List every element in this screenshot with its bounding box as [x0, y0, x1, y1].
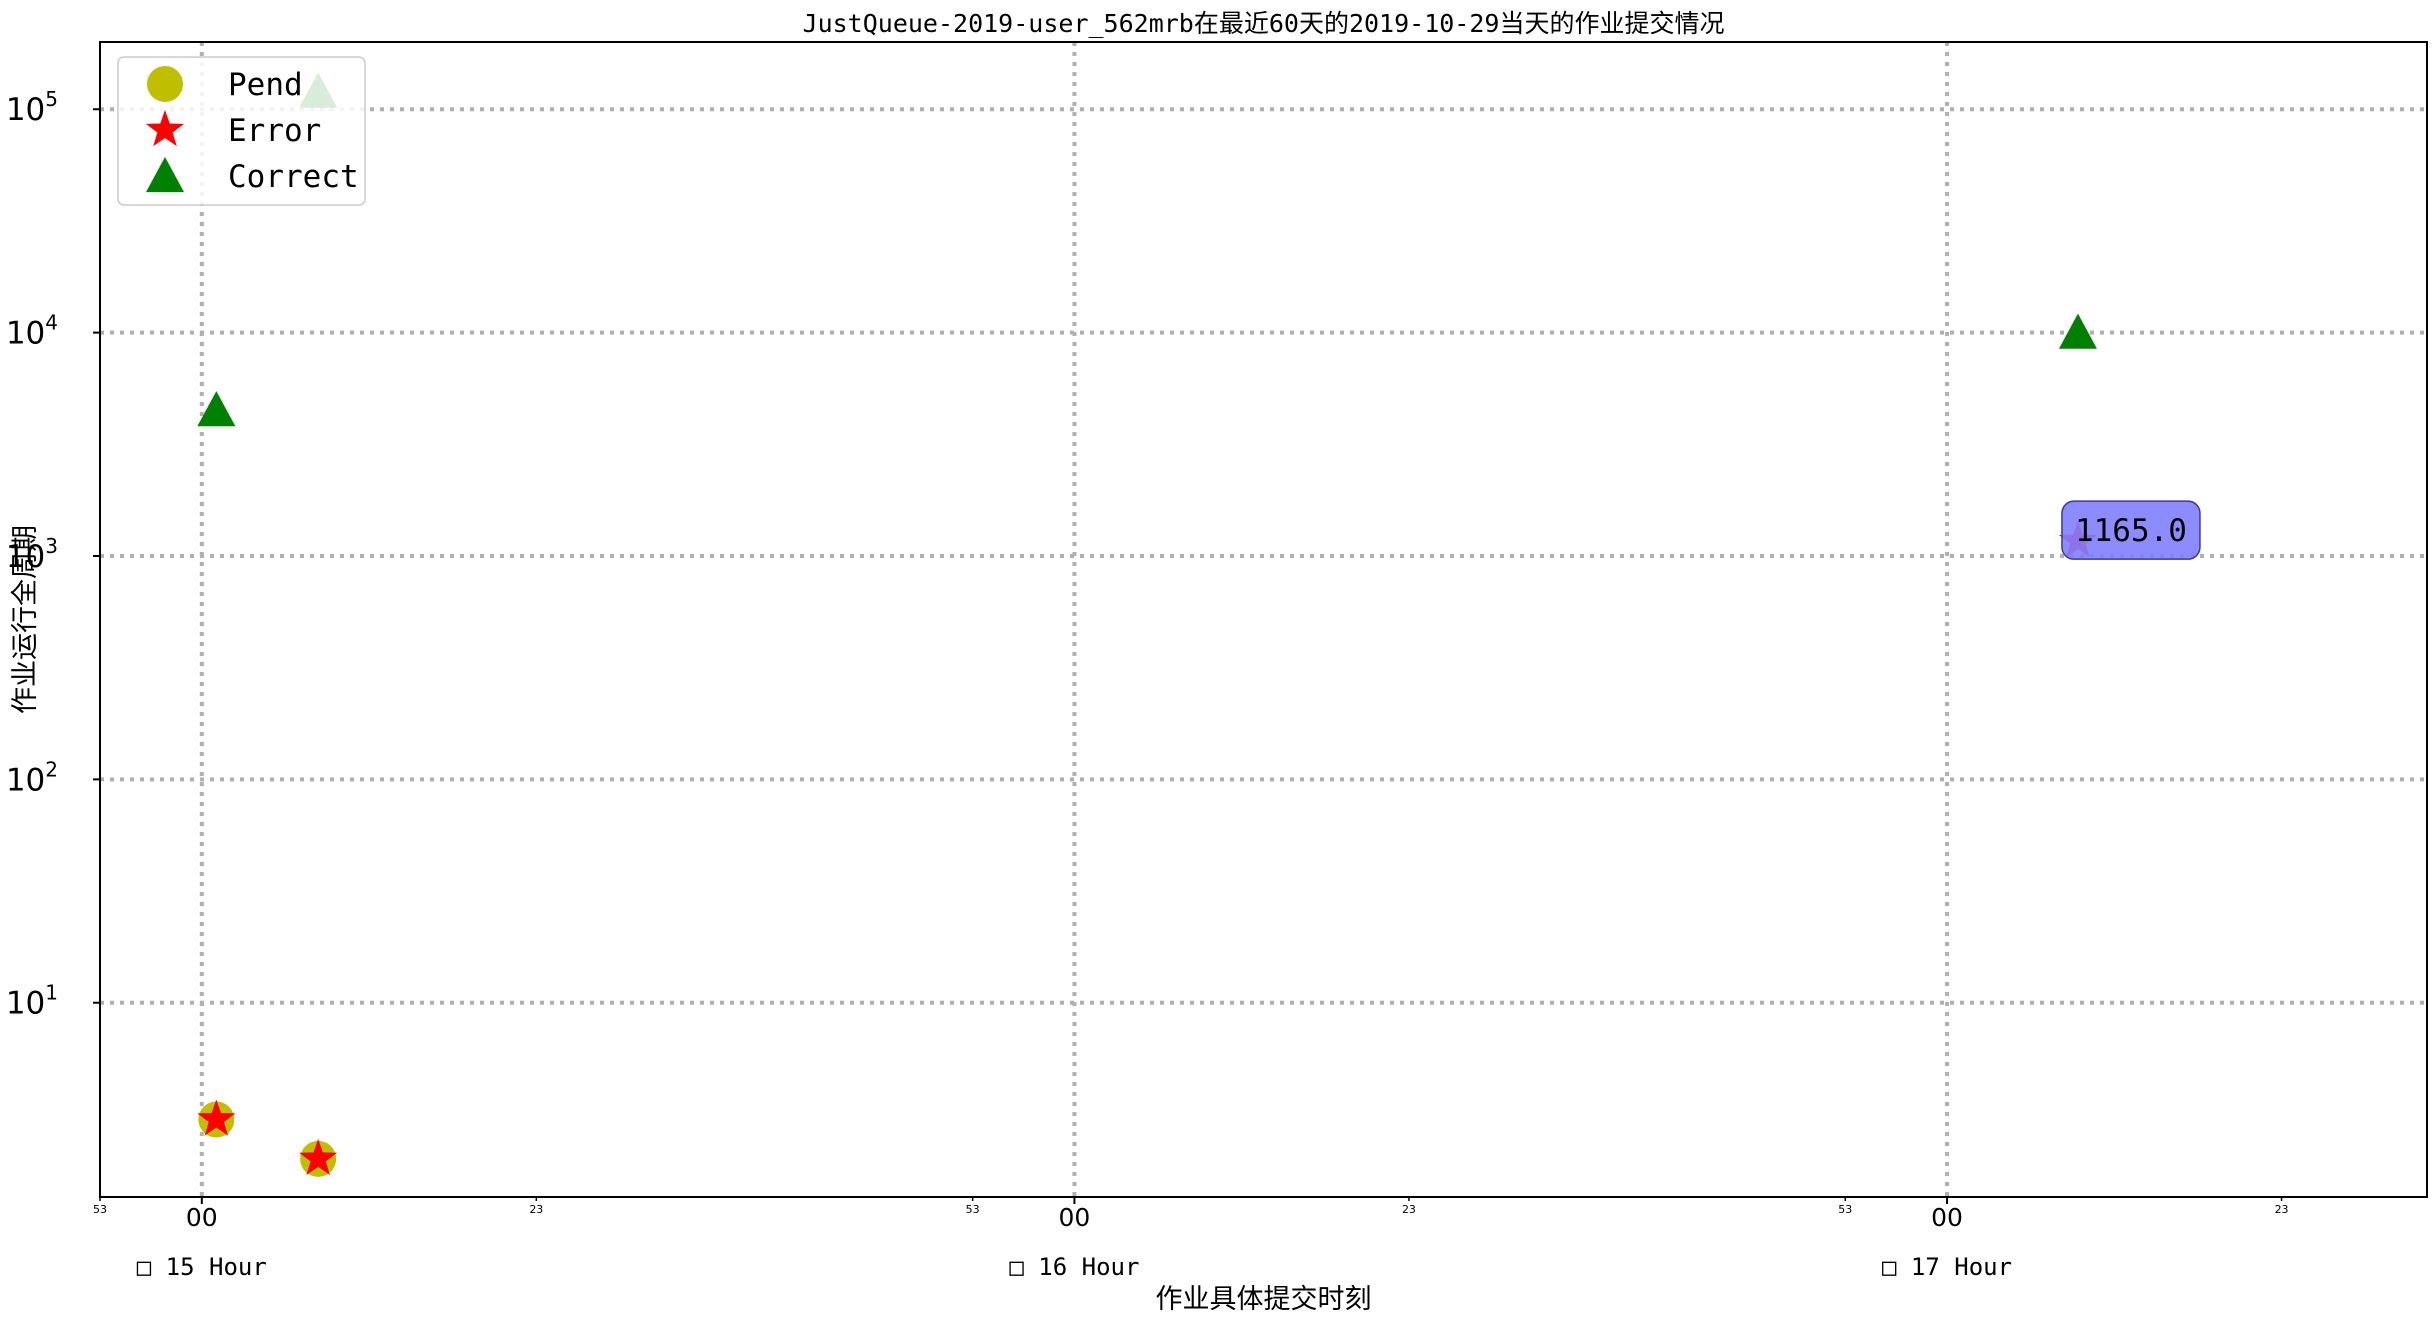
x-hour-label: □ 15 Hour: [137, 1253, 267, 1281]
x-axis-label: 作业具体提交时刻: [1156, 1284, 1372, 1315]
annotation-box: [2061, 500, 2201, 560]
y-axis-label: 作业运行全周期: [10, 525, 41, 714]
x-minor-tick-label: 23: [2275, 1203, 2289, 1216]
data-marks: 1165.0: [197, 72, 2201, 1177]
x-hour-label: □ 16 Hour: [1009, 1253, 1139, 1281]
y-tick-label: 104: [6, 311, 58, 352]
legend-correct-marker: [146, 157, 184, 193]
y-tick-label: 105: [6, 87, 58, 128]
x-major-tick-label: 00: [1059, 1203, 1091, 1232]
legend-error-marker: [145, 110, 185, 147]
x-minor-tick-label: 23: [1402, 1203, 1416, 1216]
plot-area-frame: [99, 41, 2428, 1198]
x-major-tick-label: 00: [186, 1203, 218, 1232]
correct-point: [2058, 313, 2097, 349]
x-hour-label: □ 17 Hour: [1882, 1253, 2012, 1281]
annotation-label: 1165.0: [2075, 513, 2187, 549]
x-minor-tick-label: 53: [966, 1203, 980, 1216]
grid-lines: [100, 42, 2427, 1197]
correct-point: [197, 391, 236, 427]
chart-title: JustQueue-2019-user_562mrb在最近60天的2019-10…: [803, 9, 1725, 38]
x-major-tick-label: 00: [1931, 1203, 1963, 1232]
legend-pend-label: Pend: [228, 67, 303, 103]
x-minor-tick-label: 53: [93, 1203, 107, 1216]
legend-correct-label: Correct: [228, 159, 359, 195]
y-tick-label: 102: [6, 757, 58, 798]
legend-pend-marker: [147, 66, 183, 102]
x-minor-tick-label: 23: [529, 1203, 543, 1216]
y-tick-label: 101: [6, 981, 58, 1022]
legend-error-label: Error: [228, 113, 321, 149]
legend: Pend Error Correct: [117, 56, 366, 206]
error-point: [197, 1099, 236, 1136]
x-minor-tick-label: 53: [1838, 1203, 1852, 1216]
error-point: [299, 1138, 338, 1176]
